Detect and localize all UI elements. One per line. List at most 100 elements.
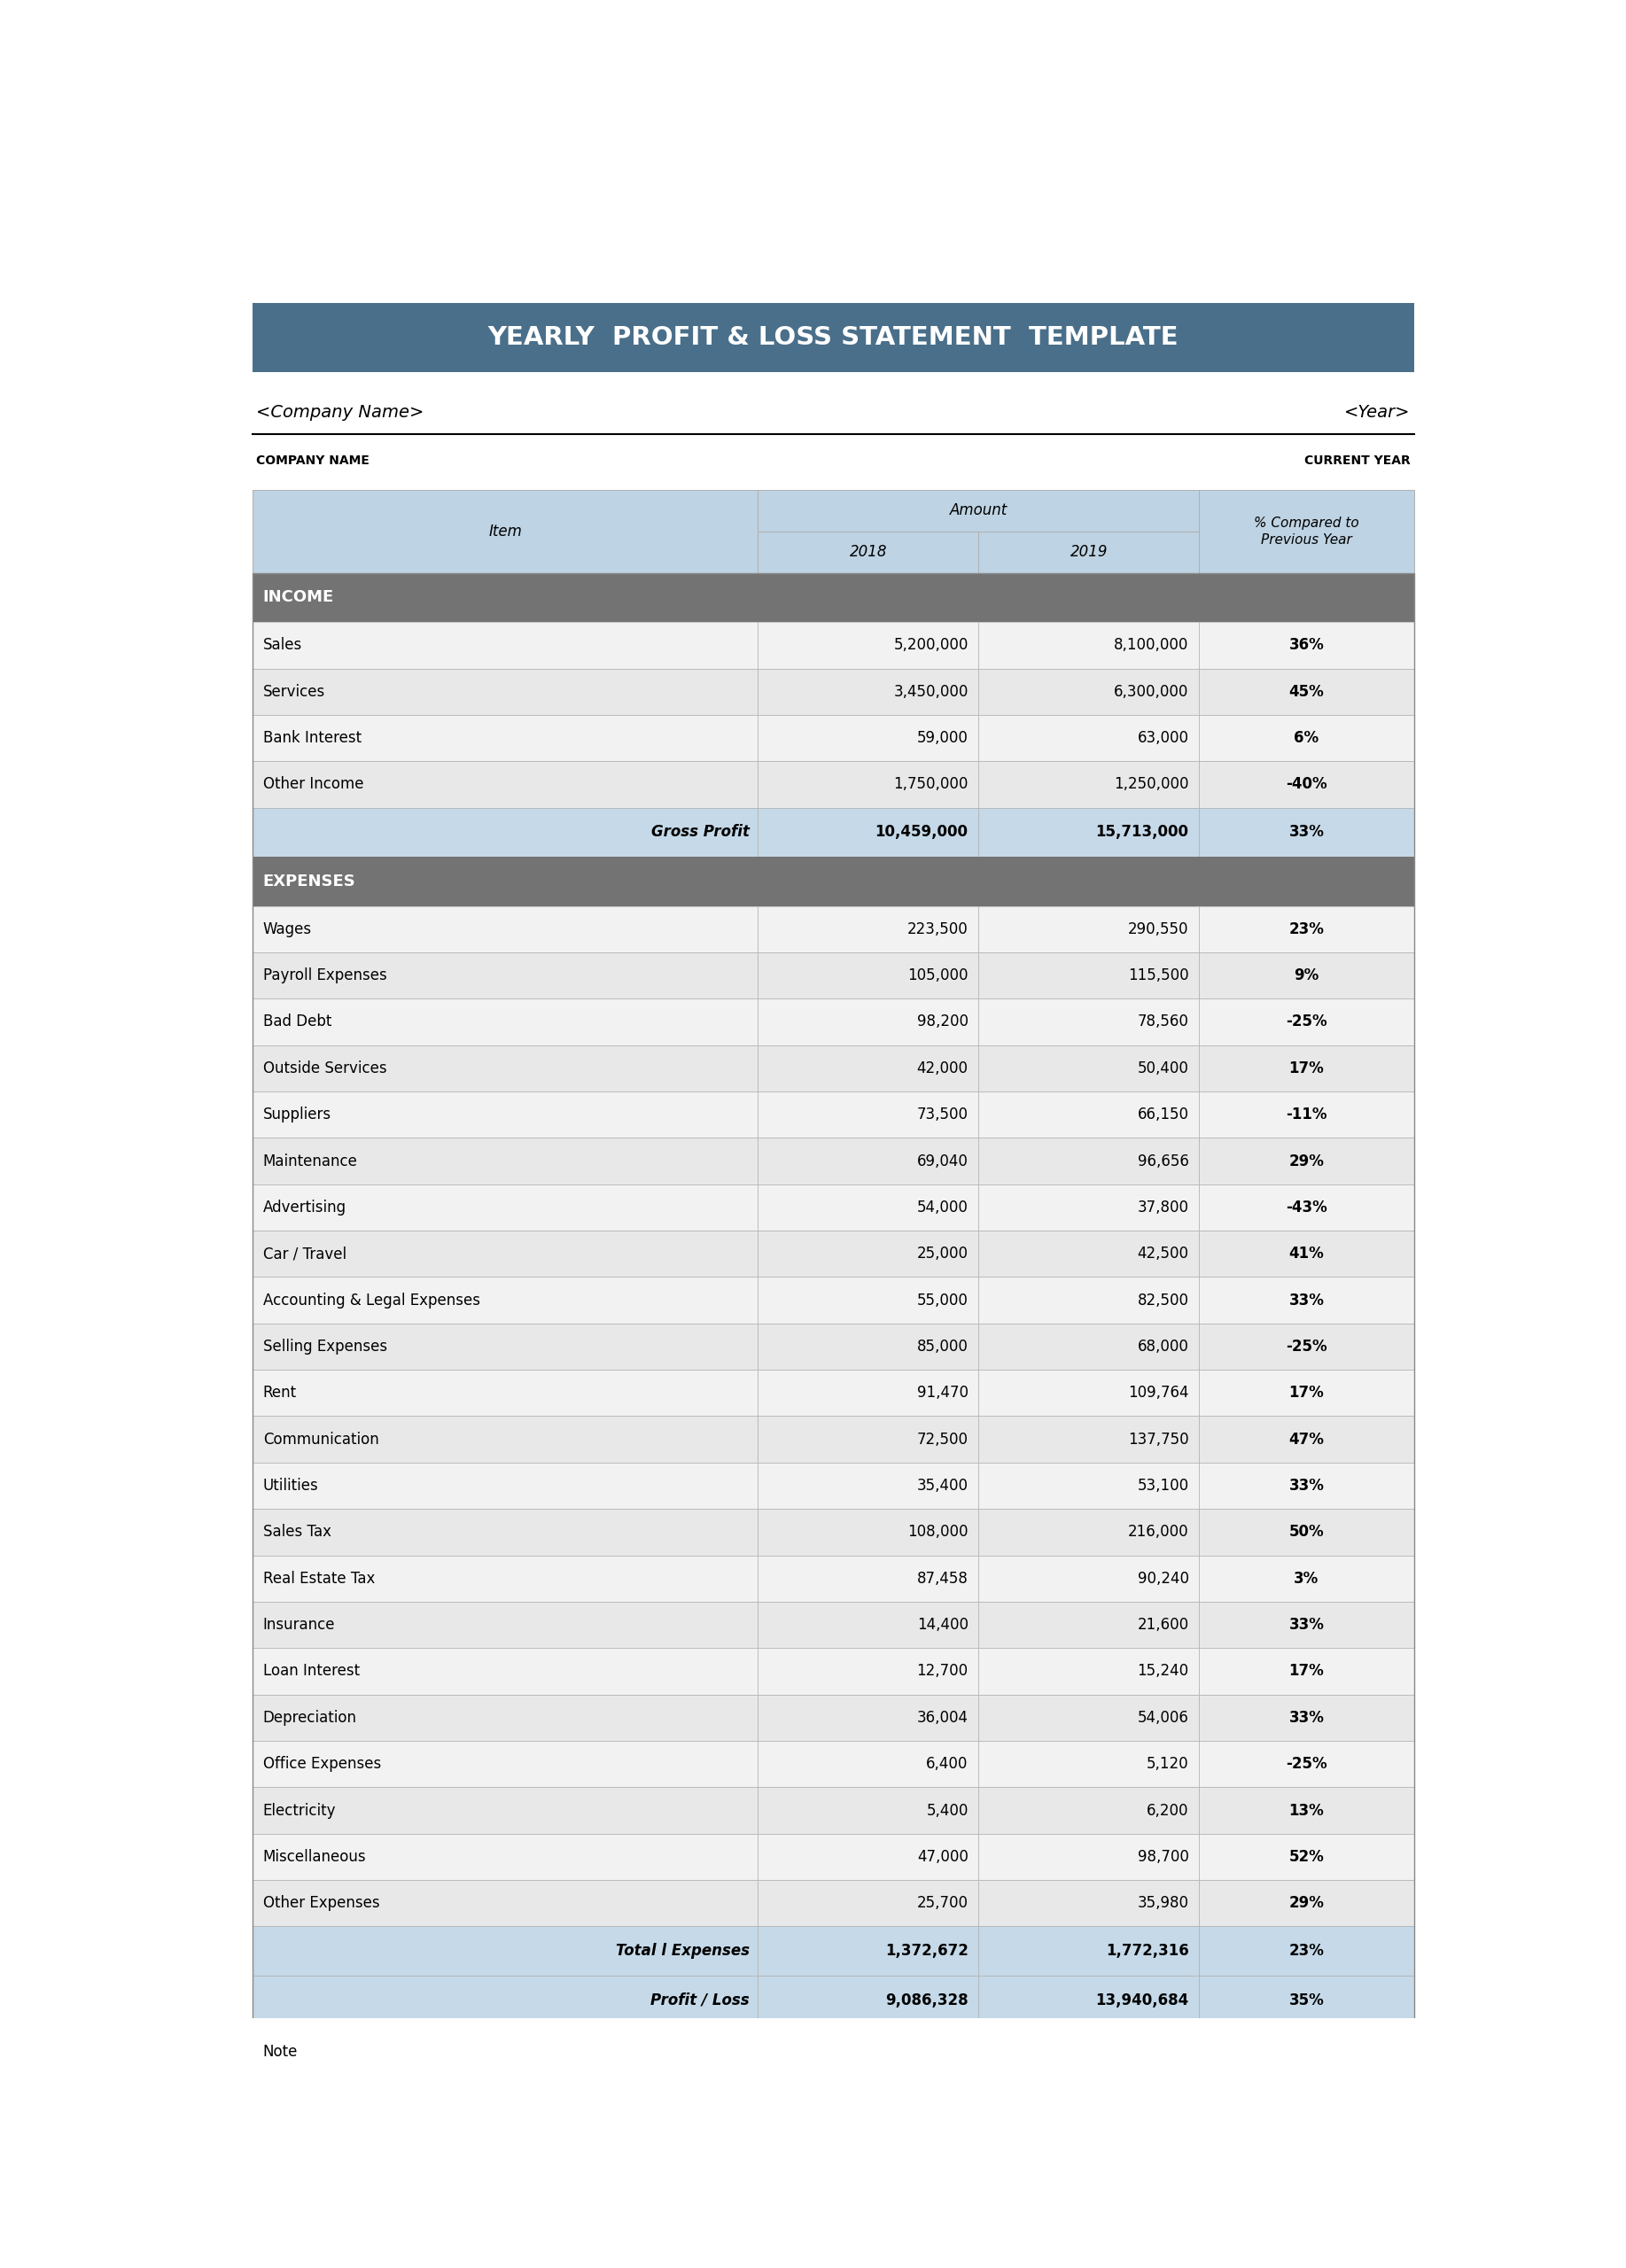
Text: 25,000: 25,000 xyxy=(917,1245,967,1261)
Bar xyxy=(1198,1556,1415,1601)
Bar xyxy=(1198,998,1415,1046)
Bar xyxy=(1198,1232,1415,1277)
Text: Electricity: Electricity xyxy=(263,1803,337,1819)
Text: 68,000: 68,000 xyxy=(1138,1338,1189,1354)
Bar xyxy=(979,953,1198,998)
Bar xyxy=(758,1926,979,1975)
Text: 9%: 9% xyxy=(1294,968,1319,984)
Bar xyxy=(252,1508,758,1556)
Bar xyxy=(252,905,758,953)
Bar xyxy=(252,1833,758,1880)
Bar xyxy=(1198,1415,1415,1463)
Text: 14,400: 14,400 xyxy=(917,1617,967,1633)
Text: 1,250,000: 1,250,000 xyxy=(1114,776,1189,792)
Text: 223,500: 223,500 xyxy=(907,921,967,937)
Text: 66,150: 66,150 xyxy=(1138,1107,1189,1123)
Text: Office Expenses: Office Expenses xyxy=(263,1755,380,1771)
Bar xyxy=(1198,1742,1415,1787)
Text: -43%: -43% xyxy=(1286,1200,1327,1216)
Bar xyxy=(979,1370,1198,1415)
Bar xyxy=(979,1880,1198,1926)
Bar xyxy=(979,1046,1198,1091)
Bar xyxy=(252,1046,758,1091)
Text: 59,000: 59,000 xyxy=(917,730,967,746)
Bar xyxy=(758,531,979,574)
Text: 6,400: 6,400 xyxy=(927,1755,967,1771)
Text: Sales: Sales xyxy=(263,637,302,653)
Text: Profit / Loss: Profit / Loss xyxy=(650,1991,750,2007)
Text: 3%: 3% xyxy=(1294,1569,1319,1588)
Text: 23%: 23% xyxy=(1289,921,1324,937)
Bar xyxy=(252,1556,758,1601)
Text: 29%: 29% xyxy=(1289,1896,1324,1912)
Bar xyxy=(758,905,979,953)
Bar xyxy=(758,1091,979,1139)
Bar xyxy=(1198,1880,1415,1926)
Text: 69,040: 69,040 xyxy=(917,1152,967,1168)
Text: 2018: 2018 xyxy=(849,544,888,560)
Bar xyxy=(1198,1694,1415,1742)
Bar xyxy=(252,1091,758,1139)
Text: 1,750,000: 1,750,000 xyxy=(893,776,967,792)
Text: 33%: 33% xyxy=(1289,1293,1324,1309)
Text: 5,400: 5,400 xyxy=(927,1803,967,1819)
Bar xyxy=(979,1601,1198,1649)
Text: 33%: 33% xyxy=(1289,1710,1324,1726)
Bar xyxy=(979,1325,1198,1370)
Bar xyxy=(1198,669,1415,714)
Bar xyxy=(252,1601,758,1649)
Text: 6%: 6% xyxy=(1294,730,1319,746)
Bar xyxy=(758,714,979,762)
Text: 13,940,684: 13,940,684 xyxy=(1096,1991,1189,2007)
Bar xyxy=(979,621,1198,669)
Bar xyxy=(252,574,1415,621)
Text: 108,000: 108,000 xyxy=(907,1524,967,1540)
Text: Wages: Wages xyxy=(263,921,312,937)
Bar xyxy=(252,304,1415,372)
Text: Bank Interest: Bank Interest xyxy=(263,730,361,746)
Text: 25,700: 25,700 xyxy=(917,1896,967,1912)
Text: 72,500: 72,500 xyxy=(917,1431,967,1447)
Text: 82,500: 82,500 xyxy=(1138,1293,1189,1309)
Bar xyxy=(252,1787,758,1833)
Text: 290,550: 290,550 xyxy=(1128,921,1189,937)
Text: COMPANY NAME: COMPANY NAME xyxy=(257,454,369,467)
Bar xyxy=(979,998,1198,1046)
Bar xyxy=(979,714,1198,762)
Bar xyxy=(1198,762,1415,807)
Bar xyxy=(252,1325,758,1370)
Bar xyxy=(252,490,758,574)
Text: 98,200: 98,200 xyxy=(917,1014,967,1030)
Bar xyxy=(758,1556,979,1601)
Bar xyxy=(1198,1139,1415,1184)
Text: Sales Tax: Sales Tax xyxy=(263,1524,332,1540)
Bar xyxy=(758,762,979,807)
Bar xyxy=(758,1184,979,1232)
Bar xyxy=(758,1649,979,1694)
Bar xyxy=(1198,1325,1415,1370)
Text: Loan Interest: Loan Interest xyxy=(263,1662,359,1678)
Bar xyxy=(252,1742,758,1787)
Bar xyxy=(979,1091,1198,1139)
Text: Rent: Rent xyxy=(263,1386,298,1402)
Text: 105,000: 105,000 xyxy=(907,968,967,984)
Bar xyxy=(979,1787,1198,1833)
Bar xyxy=(1198,1277,1415,1325)
Text: 9,086,328: 9,086,328 xyxy=(885,1991,967,2007)
Bar xyxy=(252,669,758,714)
Bar xyxy=(979,1975,1198,2025)
Text: 5,200,000: 5,200,000 xyxy=(893,637,967,653)
Bar xyxy=(252,1184,758,1232)
Text: Miscellaneous: Miscellaneous xyxy=(263,1848,366,1864)
Text: -25%: -25% xyxy=(1286,1338,1327,1354)
Bar xyxy=(1198,1091,1415,1139)
Bar xyxy=(758,1463,979,1508)
Text: -25%: -25% xyxy=(1286,1014,1327,1030)
Text: 17%: 17% xyxy=(1289,1059,1324,1077)
Text: 29%: 29% xyxy=(1289,1152,1324,1168)
Bar xyxy=(758,1601,979,1649)
Text: 54,000: 54,000 xyxy=(917,1200,967,1216)
Bar xyxy=(252,714,758,762)
Text: Advertising: Advertising xyxy=(263,1200,346,1216)
Text: 50,400: 50,400 xyxy=(1138,1059,1189,1077)
